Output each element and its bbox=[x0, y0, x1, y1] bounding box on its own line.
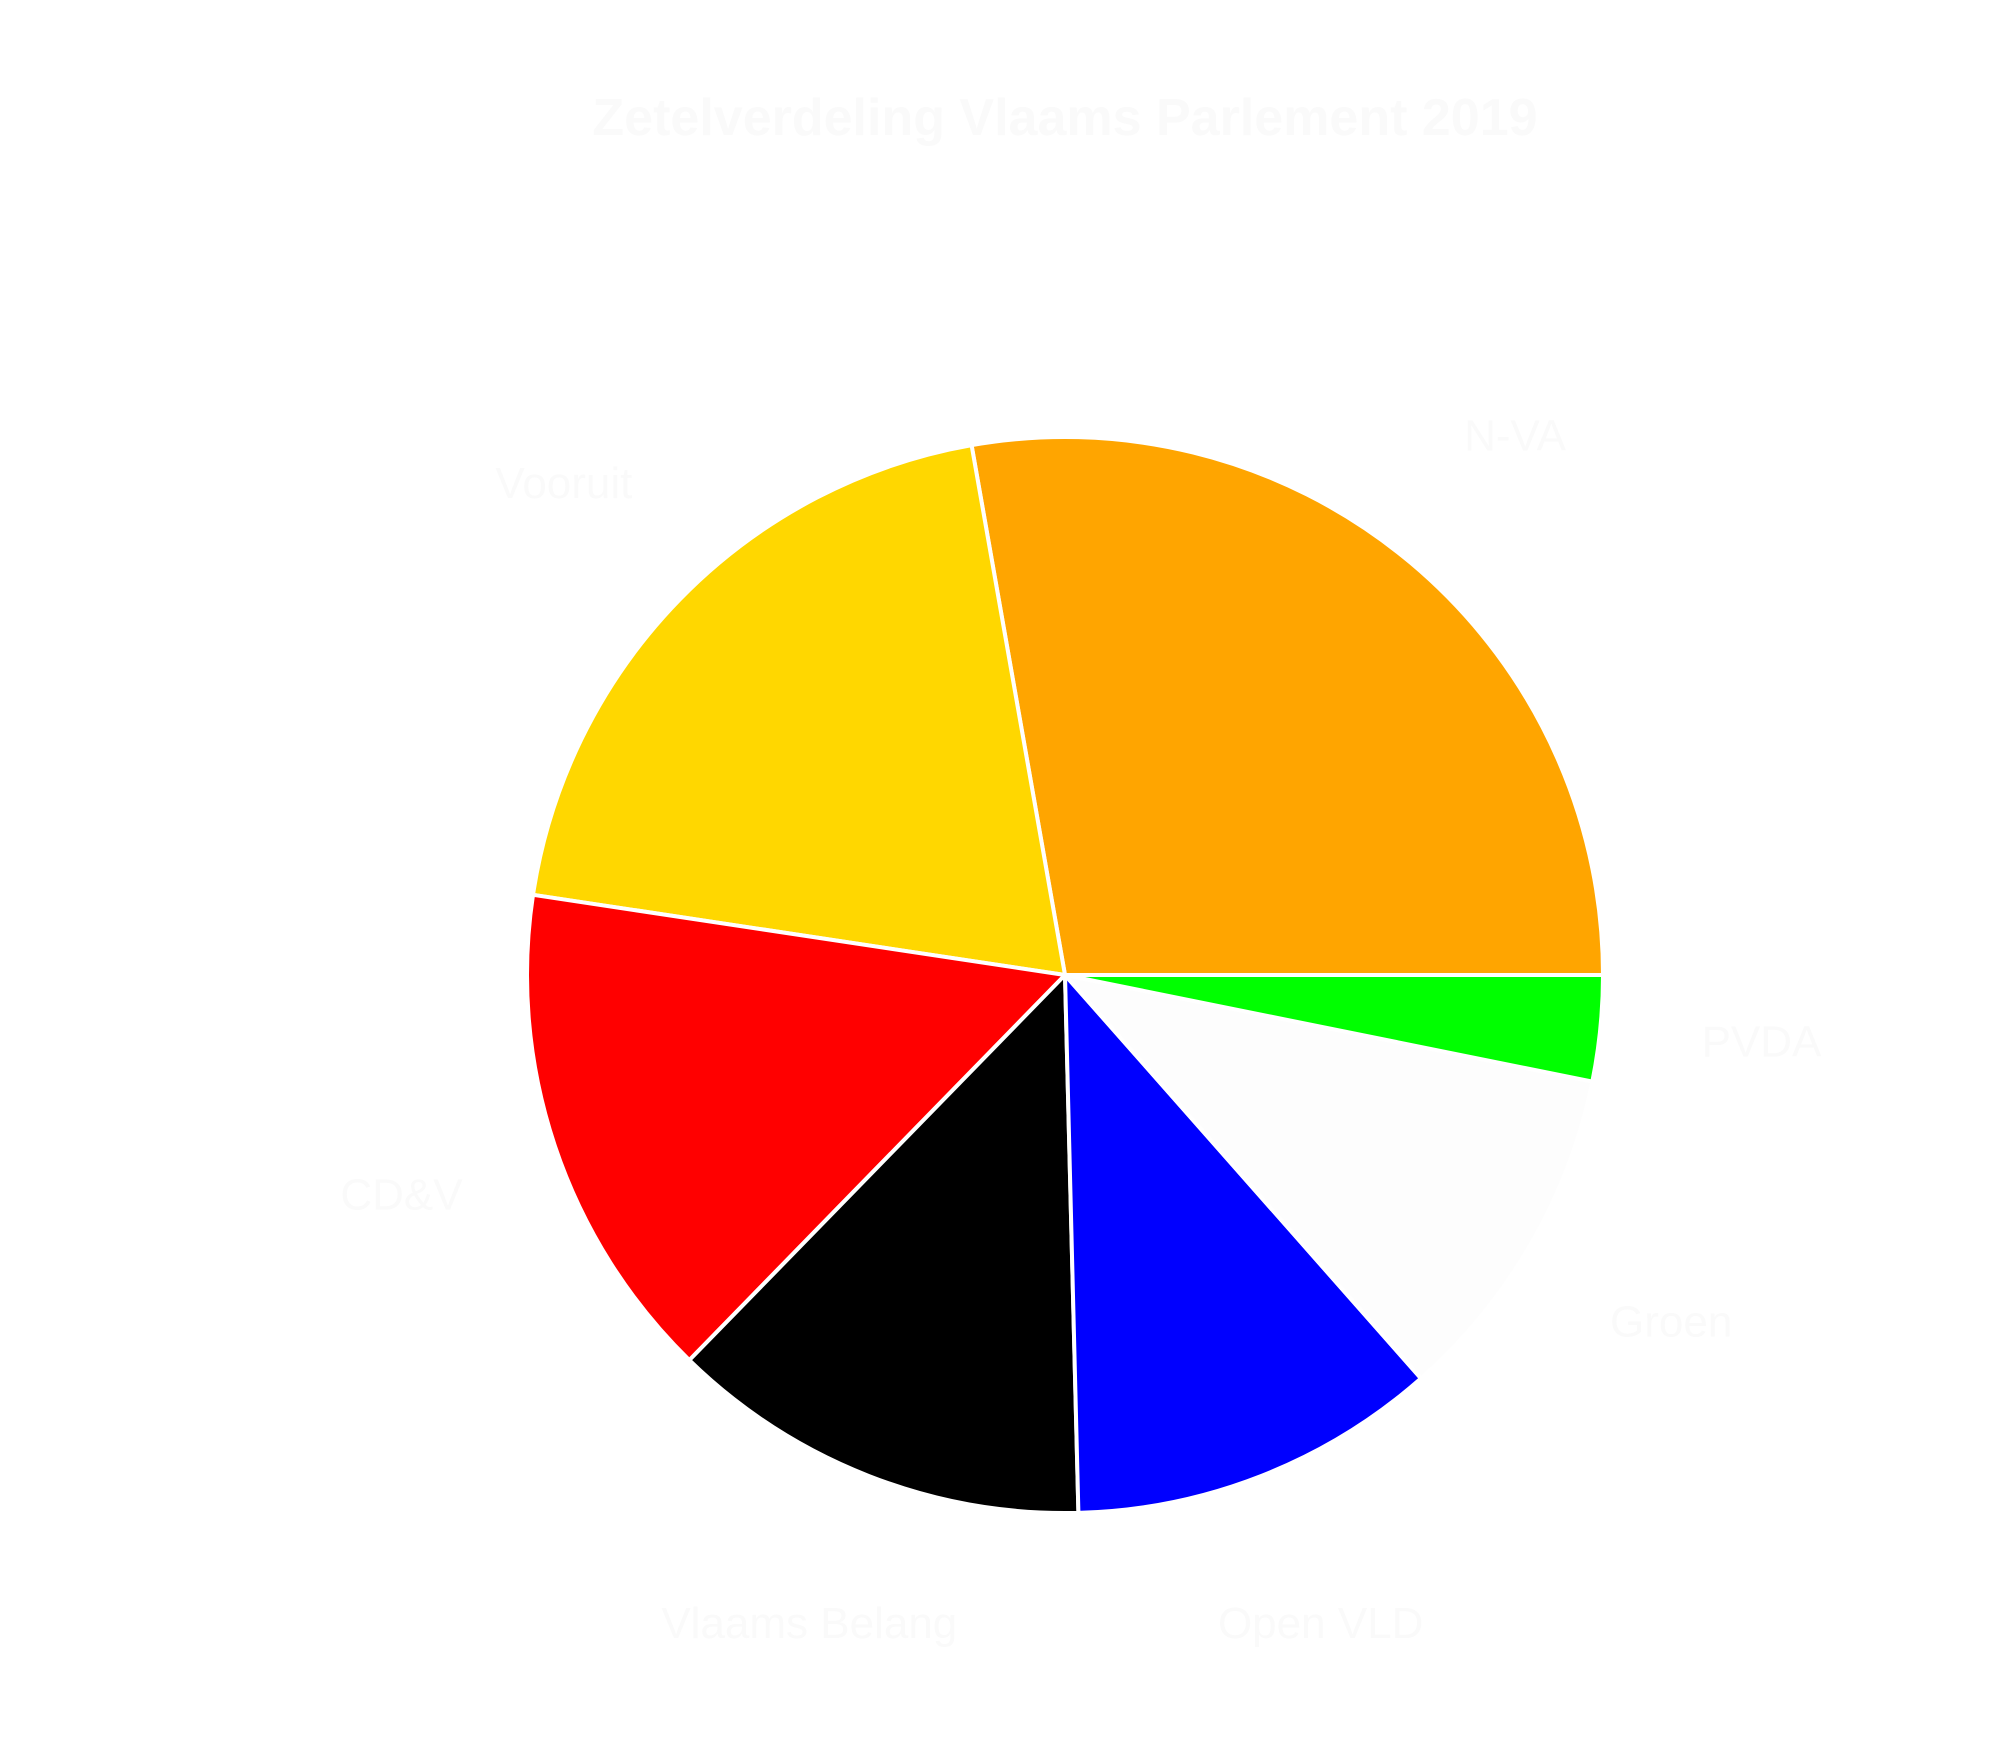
pie-label-pvda: PVDA bbox=[1702, 1017, 1822, 1066]
pie-slices bbox=[525, 435, 1605, 1515]
pie-label-groen: Groen bbox=[1610, 1298, 1732, 1347]
pie-slice-vooruit bbox=[531, 443, 1067, 977]
chart-title: Zetelverdeling Vlaams Parlement 2019 bbox=[592, 89, 1538, 147]
pie-label-cd-v: CD&V bbox=[340, 1171, 463, 1220]
pie-slice-open-vld bbox=[1063, 973, 1423, 1515]
pie-label-n-va: N-VA bbox=[1464, 411, 1567, 460]
pie-labels: N-VA Vooruit CD&V Vlaams Belang Open VLD Groe… bbox=[340, 411, 1822, 1648]
pie-slice-vlaams-belang bbox=[687, 973, 1081, 1515]
pie-label-vlaams-belang: Vlaams Belang bbox=[661, 1599, 957, 1648]
pie-slice-groen bbox=[1063, 973, 1595, 1381]
pie-slice-cd-v bbox=[525, 892, 1067, 1363]
pie-slice-n-va bbox=[969, 435, 1605, 977]
pie-label-open-vld: Open VLD bbox=[1218, 1599, 1423, 1648]
pie-slice-pvda bbox=[1063, 973, 1605, 1084]
pie-label-vooruit: Vooruit bbox=[495, 459, 632, 508]
